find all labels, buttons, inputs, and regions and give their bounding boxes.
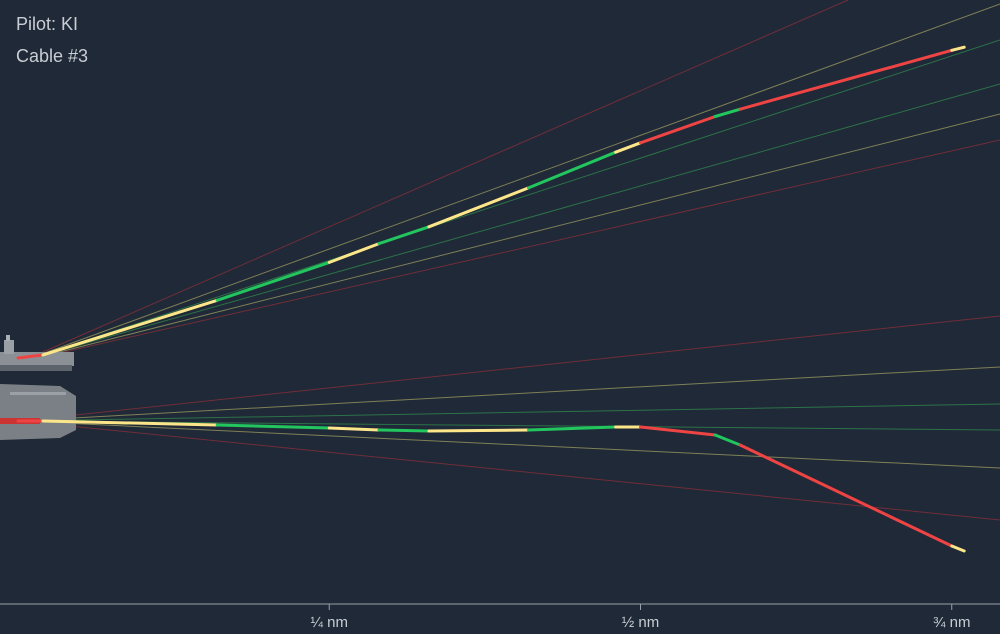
guide-line-1-4	[19, 420, 1000, 469]
x-tick-label-2: ¾ nm	[933, 614, 971, 631]
guide-line-1-2	[19, 403, 1000, 422]
path-segment-lineup-3	[327, 426, 381, 432]
path-segment-lineup-11	[950, 544, 966, 553]
path-segment-lineup-8	[639, 425, 717, 437]
guide-line-1-1	[19, 366, 1000, 422]
path-segment-glideslope-7	[614, 141, 642, 154]
path-segment-glideslope-3	[327, 242, 381, 264]
path-segment-glideslope-2	[215, 260, 331, 302]
path-segment-glideslope-1	[41, 298, 219, 357]
path-segment-lineup-4	[377, 428, 431, 433]
path-segment-glideslope-6	[527, 150, 618, 190]
path-segment-glideslope-10	[738, 48, 954, 111]
path-segment-glideslope-11	[950, 45, 966, 52]
path-segment-lineup-2	[215, 423, 331, 430]
pilot-label: Pilot: KI	[16, 14, 79, 34]
path-segment-lineup-6	[527, 425, 618, 432]
path-segment-lineup-10	[738, 443, 954, 548]
guide-line-0-4	[19, 113, 1000, 363]
guide-line-0-5	[19, 139, 1000, 363]
carrier-top-view	[0, 384, 76, 440]
path-segment-glideslope-9	[713, 107, 742, 118]
carrier-side-view	[0, 335, 74, 371]
path-segment-glideslope-4	[377, 225, 431, 246]
guide-line-1-5	[19, 420, 1000, 521]
x-tick-label-0: ¼ nm	[310, 614, 348, 631]
path-segment-glideslope-0	[16, 353, 45, 360]
guide-line-0-1	[19, 3, 1000, 363]
path-segment-lineup-5	[427, 428, 530, 433]
path-segment-glideslope-8	[639, 115, 717, 145]
guide-line-1-3	[19, 420, 1000, 431]
path-segment-glideslope-5	[427, 186, 530, 229]
guide-line-1-0	[19, 315, 1000, 422]
guide-line-0-0	[19, 0, 849, 363]
guide-line-0-2	[19, 39, 1000, 363]
x-tick-label-1: ½ nm	[622, 614, 660, 631]
path-segment-lineup-9	[713, 433, 742, 447]
path-segment-lineup-1	[41, 419, 219, 427]
guide-line-0-3	[19, 83, 1000, 363]
cable-label: Cable #3	[16, 46, 89, 66]
